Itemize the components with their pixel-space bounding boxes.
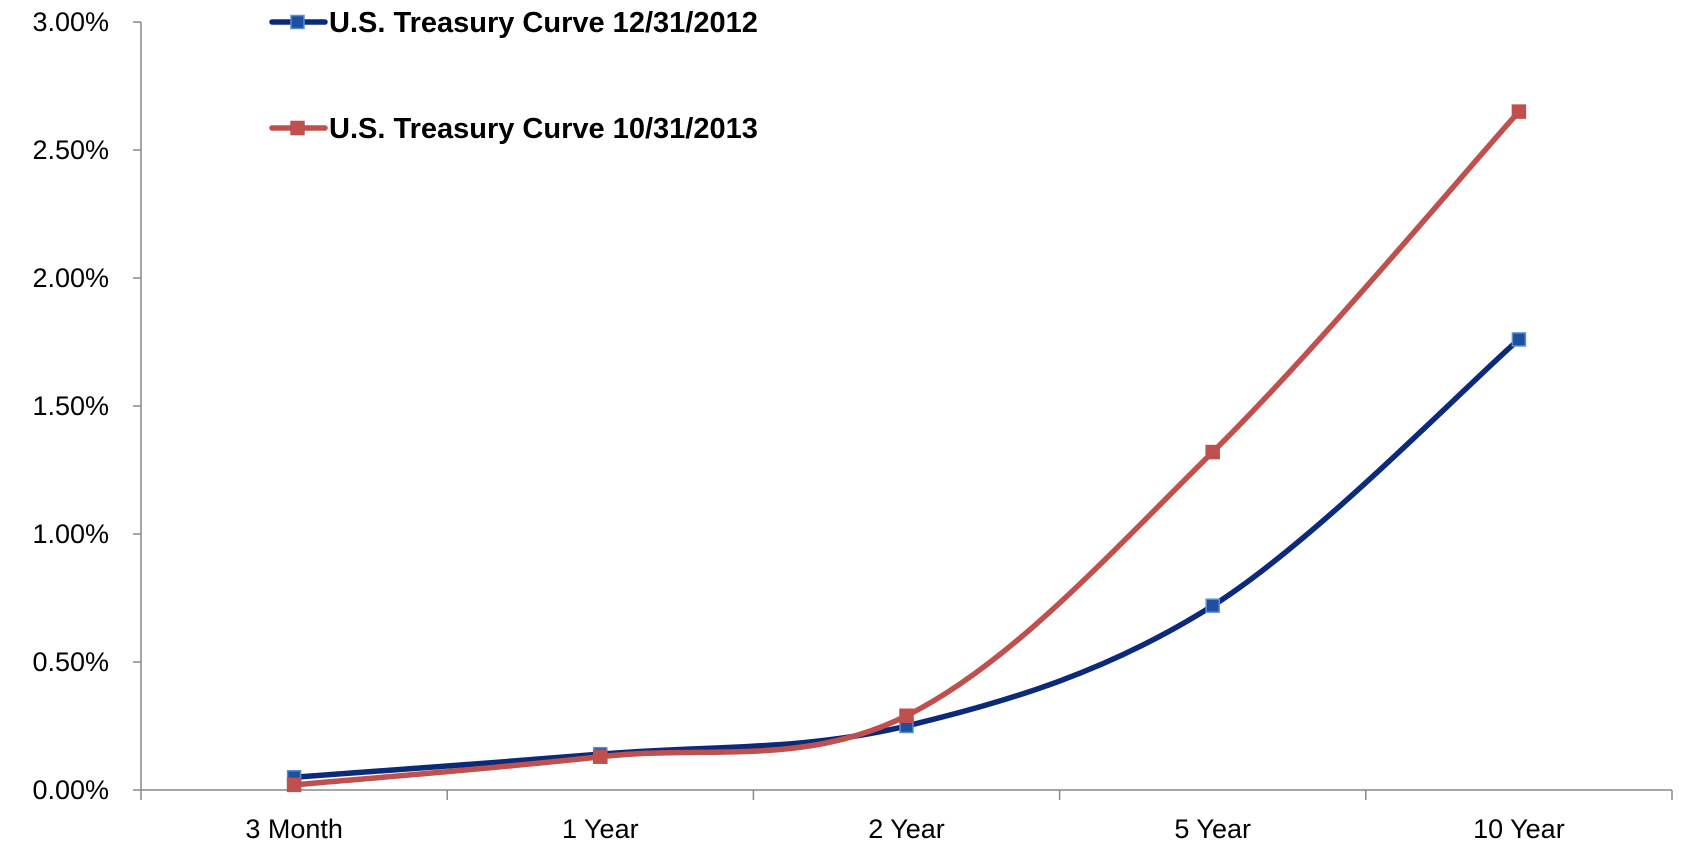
x-tick-label: 1 Year (562, 814, 639, 844)
y-tick-label: 1.50% (32, 391, 109, 421)
y-tick-label: 2.00% (32, 263, 109, 293)
series-2-point (286, 777, 302, 793)
legend-label-2: U.S. Treasury Curve 10/31/2013 (329, 113, 758, 145)
x-axis-ticks: 3 Month 1 Year 2 Year 5 Year 10 Year (140, 790, 1673, 844)
y-tick-label: 1.00% (32, 519, 109, 549)
series-1-point (1511, 332, 1527, 347)
series-line-1 (291, 336, 1522, 780)
legend: U.S. Treasury Curve 12/31/2012 U.S. Treas… (269, 7, 758, 145)
y-tick-label: 0.50% (32, 647, 109, 677)
series-2-point (899, 708, 914, 724)
x-tick-label: 3 Month (245, 814, 343, 844)
series-2-point (593, 749, 608, 764)
series-1-point (1205, 598, 1220, 613)
series-line-2 (291, 108, 1522, 788)
y-tick-label: 2.50% (32, 135, 109, 165)
y-tick-label: 3.00% (32, 7, 109, 37)
series-2-point (1511, 104, 1527, 119)
x-tick-label: 5 Year (1174, 814, 1251, 844)
y-tick-label: 0.00% (32, 775, 109, 805)
series-layer (286, 104, 1527, 793)
legend-swatch-marker-2 (290, 120, 305, 136)
legend-label-1: U.S. Treasury Curve 12/31/2012 (329, 7, 758, 39)
y-axis-ticks: 0.00% 0.50% 1.00% 1.50% 2.00% 2.50% 3.00% (32, 7, 141, 805)
x-tick-label: 10 Year (1473, 814, 1565, 844)
series-2-point (1205, 444, 1220, 460)
legend-swatch-marker-1 (290, 14, 305, 30)
x-tick-label: 2 Year (868, 814, 945, 844)
